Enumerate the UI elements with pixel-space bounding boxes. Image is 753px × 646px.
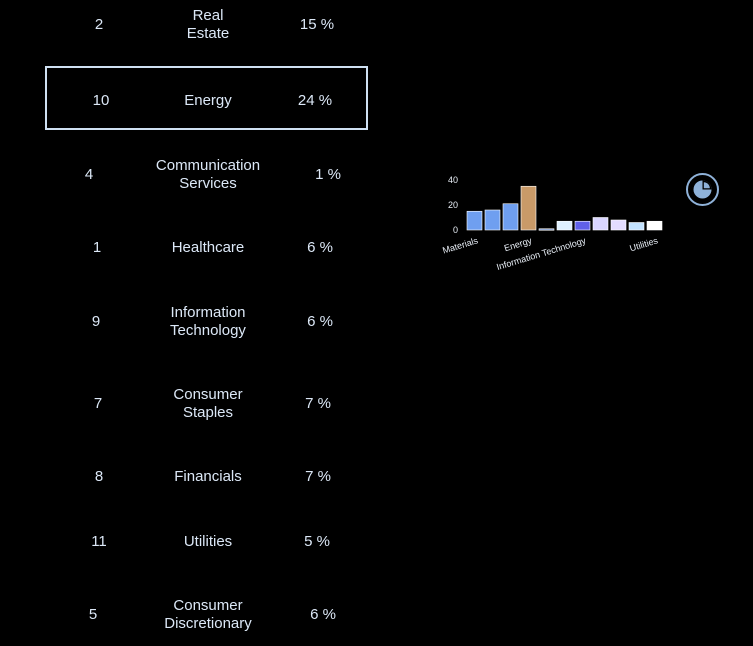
y-tick-label: 0 — [453, 225, 458, 235]
x-tick-label: Materials — [441, 235, 479, 255]
selected-row-highlight — [45, 66, 368, 130]
sector-name-line: Discretionary — [164, 615, 252, 632]
bar[interactable] — [484, 209, 501, 231]
sector-name-line: Estate — [186, 25, 230, 42]
sector-cell: Communication Services — [138, 157, 278, 193]
pie-chart-icon — [693, 180, 712, 199]
sector-name-line: Consumer — [173, 386, 243, 403]
sector-name-line: Consumer — [173, 597, 243, 614]
percent-cell: 7 % — [305, 395, 331, 412]
x-tick-label: Information Technology — [495, 235, 587, 272]
y-tick-label: 40 — [448, 175, 458, 185]
rank-cell: 1 — [92, 239, 102, 256]
sector-name-line: Real — [192, 7, 224, 24]
percent-cell: 6 % — [307, 239, 333, 256]
rank-cell: 7 — [93, 395, 103, 412]
y-tick-label: 20 — [448, 200, 458, 210]
sector-cell: Consumer Discretionary — [138, 597, 278, 633]
sector-name-line: Information — [170, 304, 246, 321]
sector-name-line: Communication — [155, 157, 261, 174]
sector-name-line: Technology — [170, 322, 246, 339]
sector-name-line: Financials — [174, 468, 242, 485]
sector-cell: Real Estate — [138, 7, 278, 43]
percent-cell: 7 % — [305, 468, 331, 485]
rank-cell: 11 — [91, 533, 107, 550]
rank-cell: 5 — [88, 606, 98, 623]
sector-cell: Consumer Staples — [138, 386, 278, 422]
percent-cell: 24 % — [297, 92, 333, 109]
sector-name-line: Energy — [184, 92, 232, 109]
bar[interactable] — [646, 220, 663, 231]
sector-name-line: Healthcare — [171, 239, 245, 256]
bar[interactable] — [592, 217, 609, 231]
sector-name-line: Services — [179, 175, 237, 192]
rank-cell: 9 — [91, 313, 101, 330]
percent-cell: 15 % — [299, 16, 335, 33]
rank-cell: 2 — [94, 16, 104, 33]
x-tick-label: Utilities — [628, 235, 659, 253]
bar[interactable] — [574, 220, 591, 231]
sector-cell: Utilities — [138, 533, 278, 551]
sector-name-line: Staples — [182, 404, 234, 421]
percent-cell: 5 % — [304, 533, 330, 550]
rank-cell: 4 — [84, 166, 94, 183]
rank-cell: 10 — [92, 92, 110, 109]
bar[interactable] — [610, 219, 627, 231]
rank-cell: 8 — [94, 468, 104, 485]
x-tick-label: Energy — [503, 235, 534, 253]
sector-cell: Financials — [138, 468, 278, 486]
sector-name-line: Utilities — [183, 533, 233, 550]
bar[interactable] — [502, 203, 519, 231]
pie-chart-toggle-button[interactable] — [686, 173, 719, 206]
bar[interactable] — [520, 185, 537, 231]
sector-cell: Healthcare — [138, 239, 278, 257]
bar[interactable] — [538, 228, 555, 231]
percent-cell: 6 % — [307, 313, 333, 330]
percent-cell: 1 % — [315, 166, 341, 183]
bar[interactable] — [628, 222, 645, 231]
percent-cell: 6 % — [310, 606, 336, 623]
sector-cell: Information Technology — [138, 304, 278, 340]
sector-cell: Energy — [138, 92, 278, 110]
bar[interactable] — [556, 220, 573, 231]
bar[interactable] — [466, 210, 483, 231]
